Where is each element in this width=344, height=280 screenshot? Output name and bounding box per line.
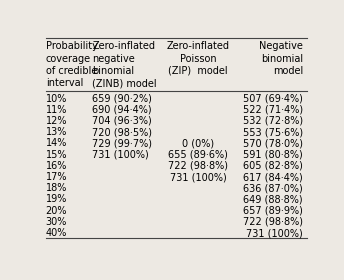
Text: 704 (96·3%): 704 (96·3%) — [92, 116, 152, 126]
Text: 40%: 40% — [46, 228, 67, 238]
Text: 11%: 11% — [46, 105, 67, 115]
Text: 690 (94·4%): 690 (94·4%) — [92, 105, 152, 115]
Text: 532 (72·8%): 532 (72·8%) — [243, 116, 303, 126]
Text: 14%: 14% — [46, 138, 67, 148]
Text: 20%: 20% — [46, 206, 67, 216]
Text: 17%: 17% — [46, 172, 67, 182]
Text: 16%: 16% — [46, 161, 67, 171]
Text: 10%: 10% — [46, 94, 67, 104]
Text: Zero-inflated
negative
binomial
(ZINB) model: Zero-inflated negative binomial (ZINB) m… — [92, 41, 157, 88]
Text: Zero-inflated
Poisson
(ZIP)  model: Zero-inflated Poisson (ZIP) model — [167, 41, 230, 76]
Text: 722 (98·8%): 722 (98·8%) — [168, 161, 228, 171]
Text: 659 (90·2%): 659 (90·2%) — [92, 94, 152, 104]
Text: 12%: 12% — [46, 116, 67, 126]
Text: 591 (80·8%): 591 (80·8%) — [243, 150, 303, 160]
Text: 19%: 19% — [46, 194, 67, 204]
Text: 553 (75·6%): 553 (75·6%) — [243, 127, 303, 137]
Text: 605 (82·8%): 605 (82·8%) — [243, 161, 303, 171]
Text: 522 (71·4%): 522 (71·4%) — [243, 105, 303, 115]
Text: 649 (88·8%): 649 (88·8%) — [243, 194, 303, 204]
Text: 18%: 18% — [46, 183, 67, 193]
Text: 13%: 13% — [46, 127, 67, 137]
Text: 636 (87·0%): 636 (87·0%) — [243, 183, 303, 193]
Text: Negative
binomial
model: Negative binomial model — [259, 41, 303, 76]
Text: 731 (100%): 731 (100%) — [92, 150, 149, 160]
Text: 15%: 15% — [46, 150, 67, 160]
Text: 30%: 30% — [46, 217, 67, 227]
Text: 729 (99·7%): 729 (99·7%) — [92, 138, 152, 148]
Text: 657 (89·9%): 657 (89·9%) — [243, 206, 303, 216]
Text: 731 (100%): 731 (100%) — [246, 228, 303, 238]
Text: 570 (78·0%): 570 (78·0%) — [243, 138, 303, 148]
Text: 655 (89·6%): 655 (89·6%) — [168, 150, 228, 160]
Text: 731 (100%): 731 (100%) — [170, 172, 227, 182]
Text: 0 (0%): 0 (0%) — [182, 138, 214, 148]
Text: 507 (69·4%): 507 (69·4%) — [243, 94, 303, 104]
Text: 617 (84·4%): 617 (84·4%) — [243, 172, 303, 182]
Text: 720 (98·5%): 720 (98·5%) — [92, 127, 152, 137]
Text: Probability
coverage
of credible
interval: Probability coverage of credible interva… — [46, 41, 98, 88]
Text: 722 (98·8%): 722 (98·8%) — [243, 217, 303, 227]
